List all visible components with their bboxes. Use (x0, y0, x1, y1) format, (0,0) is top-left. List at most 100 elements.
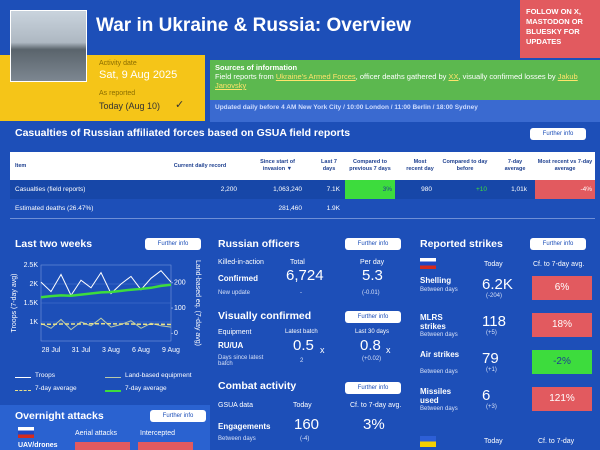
value: 5.3 (362, 267, 383, 284)
follow-text: FOLLOW ON X, MASTODON OR BLUESKY FOR UPD… (526, 7, 583, 46)
change: (+0.02) (362, 356, 382, 362)
row-label: Estimated deaths (26.47%) (15, 205, 94, 212)
legend-label: 7-day average (125, 385, 167, 392)
table-cell: 1,01k (511, 186, 527, 193)
x-tick-label: 6 Aug (132, 347, 150, 354)
y-tick-label: 2.5K (24, 262, 39, 269)
series-line (40, 283, 172, 299)
table-cell: 1.9K (326, 205, 340, 212)
value: 160 (294, 416, 320, 433)
photo (10, 10, 87, 82)
label: Days since latest batch (218, 355, 264, 367)
legend-swatch (105, 377, 121, 378)
value: 118 (482, 313, 506, 330)
further-info-button[interactable]: Further info (150, 410, 206, 422)
value: 0.8 (360, 337, 381, 354)
x-tick-label: 31 Jul (72, 347, 91, 354)
legend-label: Land-based equipment (125, 372, 192, 379)
activity-date: Sat, 9 Aug 2025 (99, 69, 178, 81)
value: 79 (482, 350, 499, 367)
percent-box: 121% (532, 387, 592, 411)
row-label: Shelling (420, 276, 452, 285)
column-header: Compared to previous 7 days (349, 159, 391, 172)
value: 0.5 (293, 337, 314, 354)
russia-flag (420, 258, 436, 269)
legend-swatch (15, 390, 31, 391)
unit: x (320, 345, 325, 355)
y2-axis-title: Land-based eq. (7-day avg) (194, 260, 201, 346)
legend: Troops Land-based equipment 7-day average 7… (15, 372, 205, 400)
series-line (40, 270, 172, 297)
unit: x (386, 345, 391, 355)
label: Today (293, 402, 312, 409)
update-bar: Updated daily before 4 AM New York City … (210, 100, 600, 122)
label: New update (218, 290, 251, 296)
percent-box: 18% (532, 313, 592, 337)
label: As reported (99, 90, 136, 97)
change: (-204) (486, 293, 503, 299)
change: (-0.01) (362, 290, 380, 296)
text: , officer deaths gathered by (355, 72, 449, 81)
section-title: Casualties of Russian affiliated forces … (15, 127, 351, 139)
label: Killed-in-action (218, 259, 264, 266)
link[interactable]: Jakub Janovsky (215, 72, 578, 90)
further-info-button[interactable]: Further info (530, 128, 586, 140)
table-cell: 1,063,240 (273, 186, 302, 193)
legend-label: 7-day average (35, 385, 77, 392)
y2-tick-label: 200 (174, 280, 186, 287)
column-header: Since start of invasion ▼ (260, 159, 295, 172)
value: 3% (363, 416, 385, 433)
further-info-button[interactable]: Further info (345, 311, 401, 323)
table-cell: +10 (475, 186, 487, 193)
y2-tick-label: 0 (174, 330, 178, 337)
label: Activity date (99, 60, 137, 67)
further-info-button[interactable]: Further info (345, 238, 401, 250)
further-info-button[interactable]: Further info (145, 238, 201, 250)
label: GSUA data (218, 402, 254, 409)
x-tick-label: 3 Aug (102, 347, 120, 354)
table-cell: 281,460 (278, 205, 303, 212)
percent-box: 6% (532, 276, 592, 300)
label: Equipment (218, 329, 252, 336)
section-title: Visually confirmed (218, 310, 312, 322)
label: Cf. to 7-day (538, 438, 575, 445)
follow-box[interactable]: FOLLOW ON X, MASTODON OR BLUESKY FOR UPD… (520, 0, 600, 58)
y-tick-label: 1.5K (24, 300, 39, 307)
y-tick-label: 2K (29, 281, 38, 288)
change: (+5) (486, 330, 497, 336)
value: 2 (300, 358, 304, 364)
table-cell: 980 (421, 186, 432, 193)
column-header: Compared to day before (442, 159, 488, 172)
column-header: Intercepted (140, 430, 176, 437)
text: Field reports from (215, 72, 276, 81)
change: (+3) (486, 404, 497, 410)
label: Between days (420, 369, 458, 375)
table-cell: 7.1K (326, 186, 340, 193)
legend-label: Troops (35, 372, 55, 379)
x-tick-label: 28 Jul (42, 347, 61, 354)
section-title: Overnight attacks (15, 410, 104, 422)
section-title: Last two weeks (15, 238, 93, 250)
value: 6,724 (286, 267, 324, 284)
sources-title: Sources of information (215, 63, 298, 72)
link[interactable]: XX (448, 72, 459, 81)
sources-box: Sources of information Field reports fro… (210, 60, 600, 100)
link[interactable]: Ukraine's Armed Forces (275, 72, 356, 81)
label: Per day (360, 259, 385, 266)
trend-chart: 1K 1.5K 2K 2.5K 0 100 200 28 Jul 31 Jul 3 Aug 6 Au… (11, 260, 201, 354)
update-text: Updated daily before 4 AM New York City … (215, 104, 478, 111)
further-info-button[interactable]: Further info (530, 238, 586, 250)
table-header-row (10, 152, 595, 180)
section-title: Reported strikes (420, 238, 503, 250)
label: Confirmed (218, 274, 258, 283)
further-info-button[interactable]: Further info (345, 382, 401, 394)
series-line (41, 323, 172, 326)
table-cell: 2,200 (220, 186, 237, 193)
label: Cf. to 7-day avg. (350, 402, 402, 409)
table-row (10, 199, 595, 219)
column-header: Last 7 days (321, 159, 337, 172)
column-header: 7-day average (504, 159, 526, 172)
label: RU/UA (218, 341, 244, 350)
row-label: MLRS strikes (420, 313, 446, 331)
